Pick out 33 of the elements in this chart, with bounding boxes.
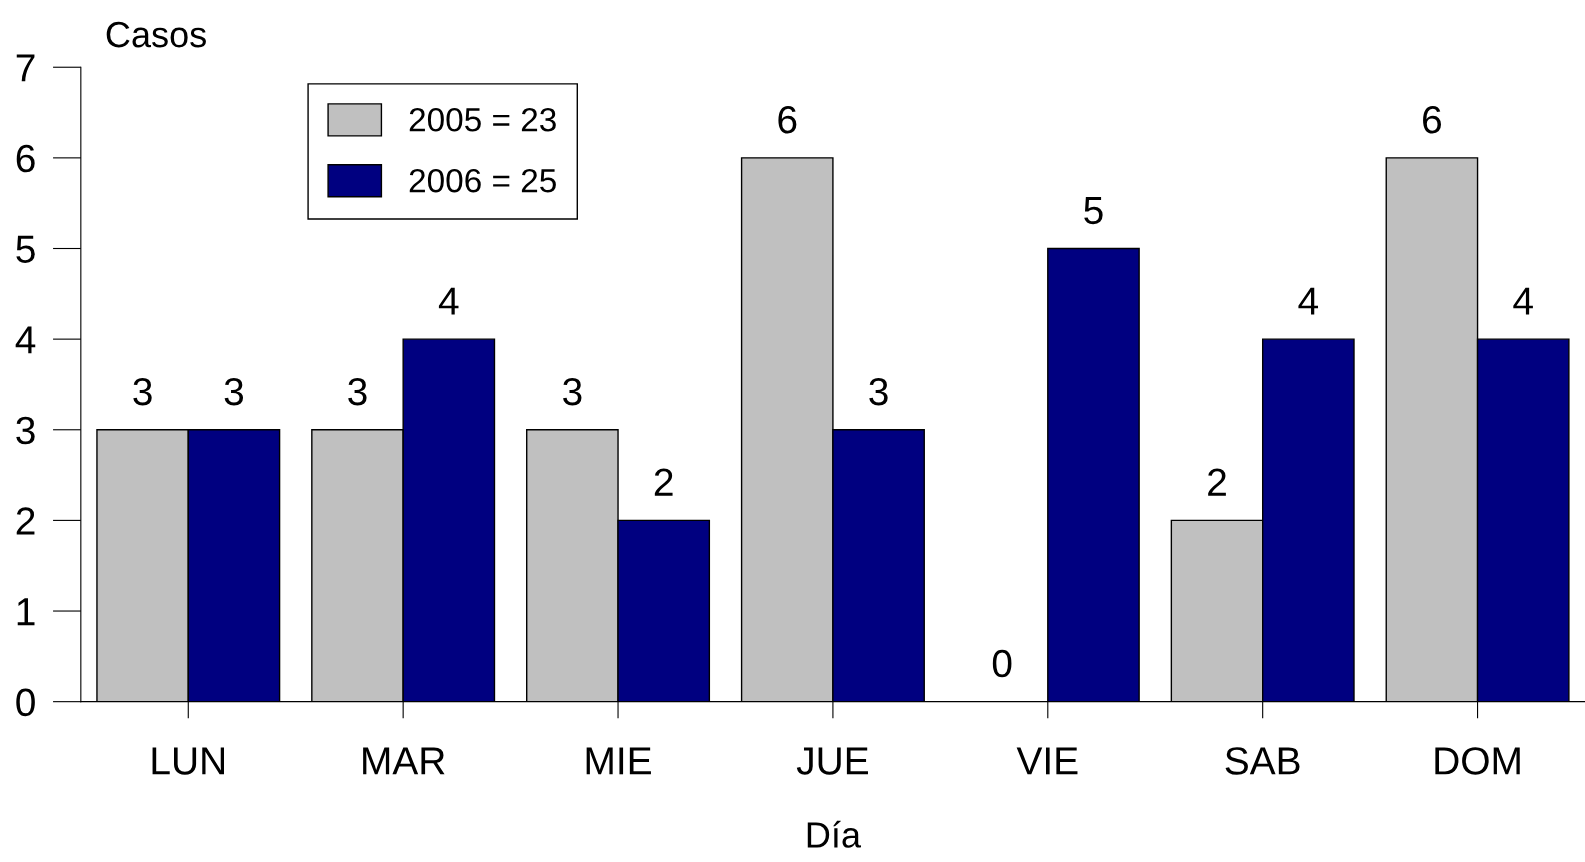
y-tick-label: 2 [16,507,35,535]
y-tick-label: 5 [16,235,35,263]
data-label: 4 [438,287,459,315]
data-label: 3 [348,377,367,406]
x-tick-label: MAR [363,747,445,775]
y-tick-label: 6 [16,144,35,173]
data-label: 2 [1208,468,1226,496]
x-tick-label: LUN [152,747,224,775]
x-tick-label: MIE [586,747,651,775]
x-tick-label: VIE [1016,747,1078,775]
y-tick-label: 1 [17,598,35,626]
data-label: 2 [654,468,673,496]
data-label: 3 [224,377,244,406]
data-label: 0 [992,649,1012,678]
legend-label: 2006 = 25 [409,168,556,193]
y-tick-label: 4 [15,326,36,354]
x-tick-label: JUE [796,747,868,775]
data-label: 4 [1513,287,1533,315]
x-axis-title: Día [807,820,862,848]
y-tick-label: 7 [16,54,35,82]
legend-label: 2005 = 23 [409,107,556,132]
y-axis-title: Casos [106,21,206,48]
x-tick-label: DOM [1435,747,1520,775]
data-label: 6 [778,105,797,134]
y-tick-label: 0 [16,688,35,717]
x-tick-label: SAB [1225,747,1300,775]
data-label: 3 [563,377,582,406]
data-label: 3 [133,377,152,406]
data-label: 5 [1084,197,1103,225]
y-tick-label: 3 [16,416,35,445]
data-label: 3 [869,377,888,406]
data-label: 6 [1423,105,1441,134]
data-label: 4 [1298,287,1319,315]
